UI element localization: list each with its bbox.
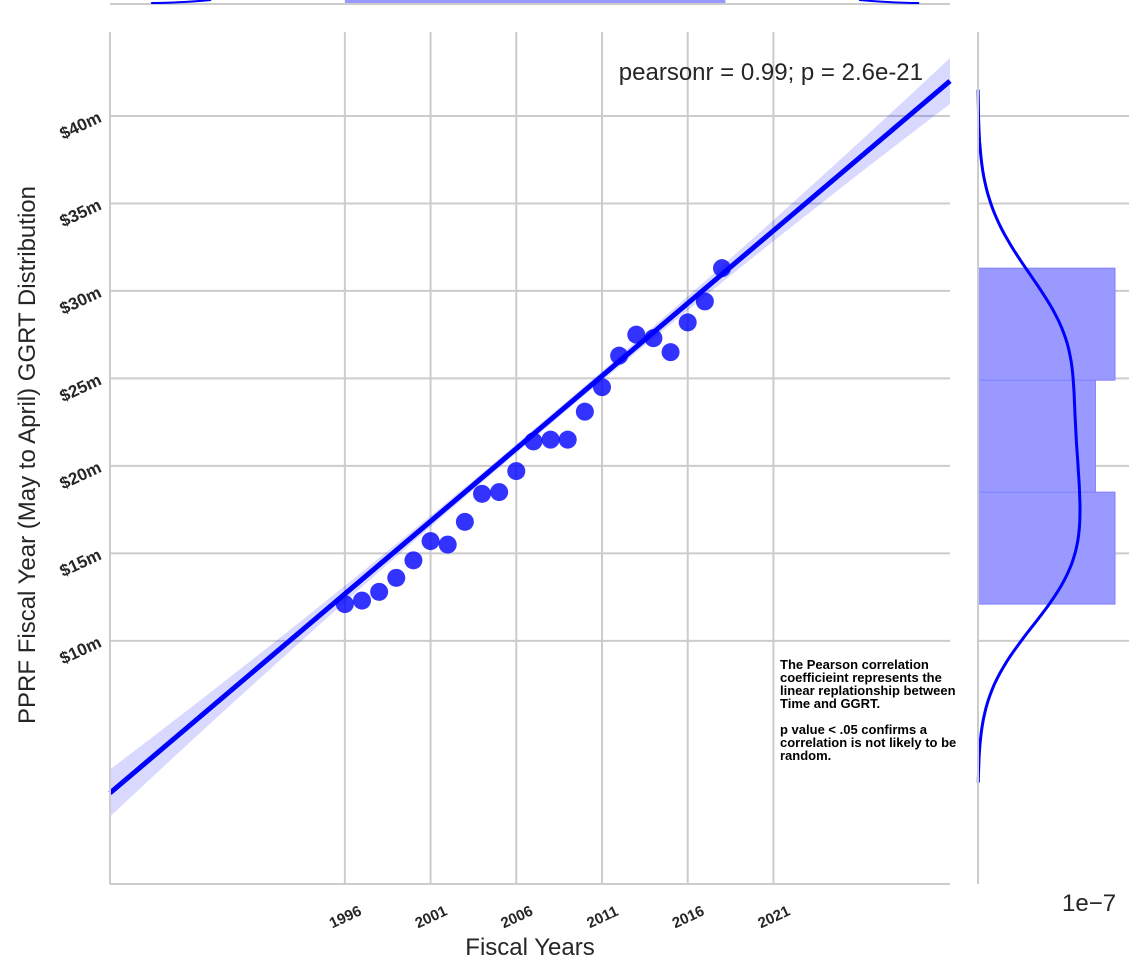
side-axis-offset-label: 1e−7 [1062,890,1116,917]
x-tick-label: 2011 [584,903,621,932]
data-point [421,532,440,551]
data-point [695,292,714,311]
top-kde-left [151,0,212,4]
data-point [644,329,663,348]
y-tick-label: $20m [57,458,104,494]
data-point [610,346,629,365]
scatter-points [335,259,731,614]
axes [109,32,979,885]
data-point [541,430,560,449]
data-point [490,483,509,502]
right-marginal-plot [976,89,1116,783]
data-point [558,430,577,449]
y-tick-label: $40m [57,108,104,144]
y-kde-curve [976,89,1082,783]
y-tick-label: $30m [57,283,104,319]
tick-labels: 1996 2001 2006 2011 2016 2021 $10m $15m $20m $25m… [57,108,793,932]
data-point [404,551,423,570]
data-point [678,313,697,332]
data-point [353,591,371,610]
data-point [438,535,457,554]
data-point [524,432,543,451]
x-tick-label: 1996 [327,903,364,933]
x-axis-label: Fiscal Years [465,934,594,961]
data-point [473,484,491,503]
data-point [335,595,354,614]
top-marginal-plot [110,0,950,5]
data-point [370,582,389,601]
x-tick-label: 2006 [498,903,535,933]
data-point [387,568,406,587]
x-tick-label: 2016 [670,903,707,933]
y-histogram-bar [977,491,1116,605]
data-point [593,378,611,397]
data-point [575,402,594,421]
pearson-note: The Pearson correlation coefficieint rep… [780,658,970,762]
x-tick-label: 2001 [412,903,449,933]
y-histogram-bar [977,267,1116,381]
pearson-note-line2: p value < .05 confirms a correlation is … [780,722,957,763]
x-tick-label: 2021 [755,903,792,933]
grid [110,32,1129,884]
data-point [713,259,731,278]
top-histogram-bar [344,0,726,3]
y-tick-label: $15m [57,545,104,581]
y-tick-label: $10m [57,633,104,669]
pearson-note-line1: The Pearson correlation coefficieint rep… [780,657,956,711]
data-point [627,325,646,344]
data-point [507,462,526,481]
correlation-annotation: pearsonr = 0.99; p = 2.6e-21 [619,59,923,86]
y-tick-label: $25m [57,370,104,406]
y-axis-label: PPRF Fiscal Year (May to April) GGRT Dis… [14,186,41,724]
data-point [661,343,680,362]
data-point [455,512,474,531]
top-kde-right [859,0,920,4]
y-tick-label: $35m [57,195,104,231]
